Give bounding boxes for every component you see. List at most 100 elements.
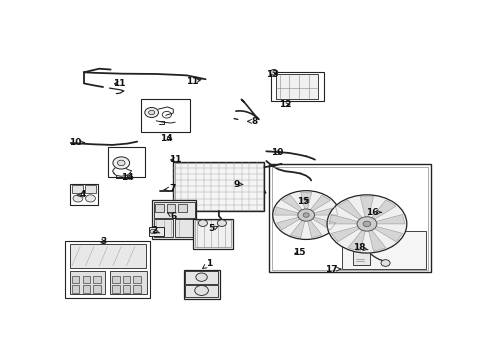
Bar: [133, 285, 141, 293]
Polygon shape: [331, 226, 361, 242]
Bar: [72, 185, 83, 193]
Circle shape: [73, 195, 83, 202]
Text: 15: 15: [297, 197, 310, 206]
Bar: [342, 231, 426, 269]
Text: 7: 7: [164, 184, 176, 193]
Bar: [141, 99, 190, 132]
Circle shape: [381, 260, 390, 266]
Text: 10: 10: [70, 138, 85, 147]
Bar: [93, 285, 101, 293]
Polygon shape: [312, 217, 336, 230]
Text: 11: 11: [186, 77, 201, 86]
Text: 16: 16: [367, 208, 382, 217]
Polygon shape: [368, 229, 386, 251]
Bar: [155, 204, 164, 212]
Polygon shape: [374, 215, 405, 224]
Polygon shape: [329, 215, 360, 224]
Bar: [194, 219, 233, 249]
Bar: [178, 204, 187, 212]
Text: 4: 4: [77, 190, 86, 199]
Circle shape: [118, 160, 125, 166]
Text: 14: 14: [161, 134, 173, 143]
Text: 5: 5: [209, 224, 218, 233]
Bar: [173, 162, 265, 211]
Polygon shape: [371, 200, 396, 220]
Text: 9: 9: [234, 180, 243, 189]
Polygon shape: [310, 195, 330, 212]
Bar: [110, 271, 147, 294]
Bar: [93, 276, 101, 283]
Text: 6: 6: [168, 212, 177, 221]
Text: 14: 14: [122, 173, 134, 182]
Bar: [272, 167, 428, 270]
Bar: [123, 276, 130, 283]
Bar: [151, 201, 196, 239]
Text: 8: 8: [247, 117, 257, 126]
Circle shape: [327, 195, 407, 253]
Bar: [112, 276, 120, 283]
Text: 17: 17: [325, 265, 341, 274]
Bar: [167, 204, 175, 212]
Polygon shape: [307, 219, 322, 238]
Bar: [82, 285, 90, 293]
Bar: [175, 219, 194, 237]
Circle shape: [298, 209, 315, 221]
Circle shape: [273, 191, 340, 239]
Polygon shape: [360, 197, 373, 219]
Text: 2: 2: [151, 226, 160, 235]
Text: 12: 12: [279, 100, 292, 109]
Bar: [185, 285, 218, 297]
Polygon shape: [275, 207, 300, 215]
Circle shape: [363, 221, 371, 227]
Bar: [65, 241, 150, 298]
Bar: [148, 227, 164, 236]
Bar: [353, 250, 370, 265]
Polygon shape: [282, 195, 303, 212]
Text: 11: 11: [113, 79, 125, 88]
Polygon shape: [313, 207, 338, 215]
Circle shape: [148, 110, 155, 115]
Bar: [85, 185, 96, 193]
Bar: [276, 74, 318, 99]
Bar: [70, 244, 146, 268]
Bar: [271, 72, 324, 102]
Bar: [70, 184, 98, 205]
Polygon shape: [373, 226, 403, 242]
Bar: [72, 285, 79, 293]
Bar: [112, 285, 120, 293]
Circle shape: [218, 220, 226, 226]
Text: 11: 11: [169, 155, 181, 164]
Text: 13: 13: [266, 70, 278, 79]
Bar: [108, 147, 145, 177]
Bar: [133, 276, 141, 283]
Text: 1: 1: [203, 259, 213, 269]
Polygon shape: [276, 217, 301, 230]
Polygon shape: [348, 229, 366, 251]
Bar: [196, 220, 231, 247]
Circle shape: [357, 217, 377, 231]
Circle shape: [270, 69, 278, 75]
Circle shape: [145, 108, 158, 117]
Bar: [270, 164, 431, 272]
Polygon shape: [338, 200, 363, 220]
Circle shape: [113, 157, 129, 169]
Bar: [175, 163, 263, 210]
Bar: [185, 271, 218, 284]
Bar: [123, 285, 130, 293]
Bar: [184, 270, 220, 299]
Bar: [82, 276, 90, 283]
Circle shape: [198, 220, 207, 226]
Circle shape: [150, 229, 156, 234]
Bar: [153, 202, 195, 218]
Circle shape: [195, 285, 208, 296]
Text: 10: 10: [271, 148, 284, 157]
Circle shape: [196, 273, 207, 281]
Text: 15: 15: [293, 248, 305, 257]
Polygon shape: [291, 219, 305, 238]
Bar: [70, 271, 104, 294]
Polygon shape: [301, 192, 312, 210]
Bar: [72, 276, 79, 283]
Bar: [153, 219, 173, 237]
Circle shape: [86, 195, 96, 202]
Circle shape: [303, 213, 309, 217]
